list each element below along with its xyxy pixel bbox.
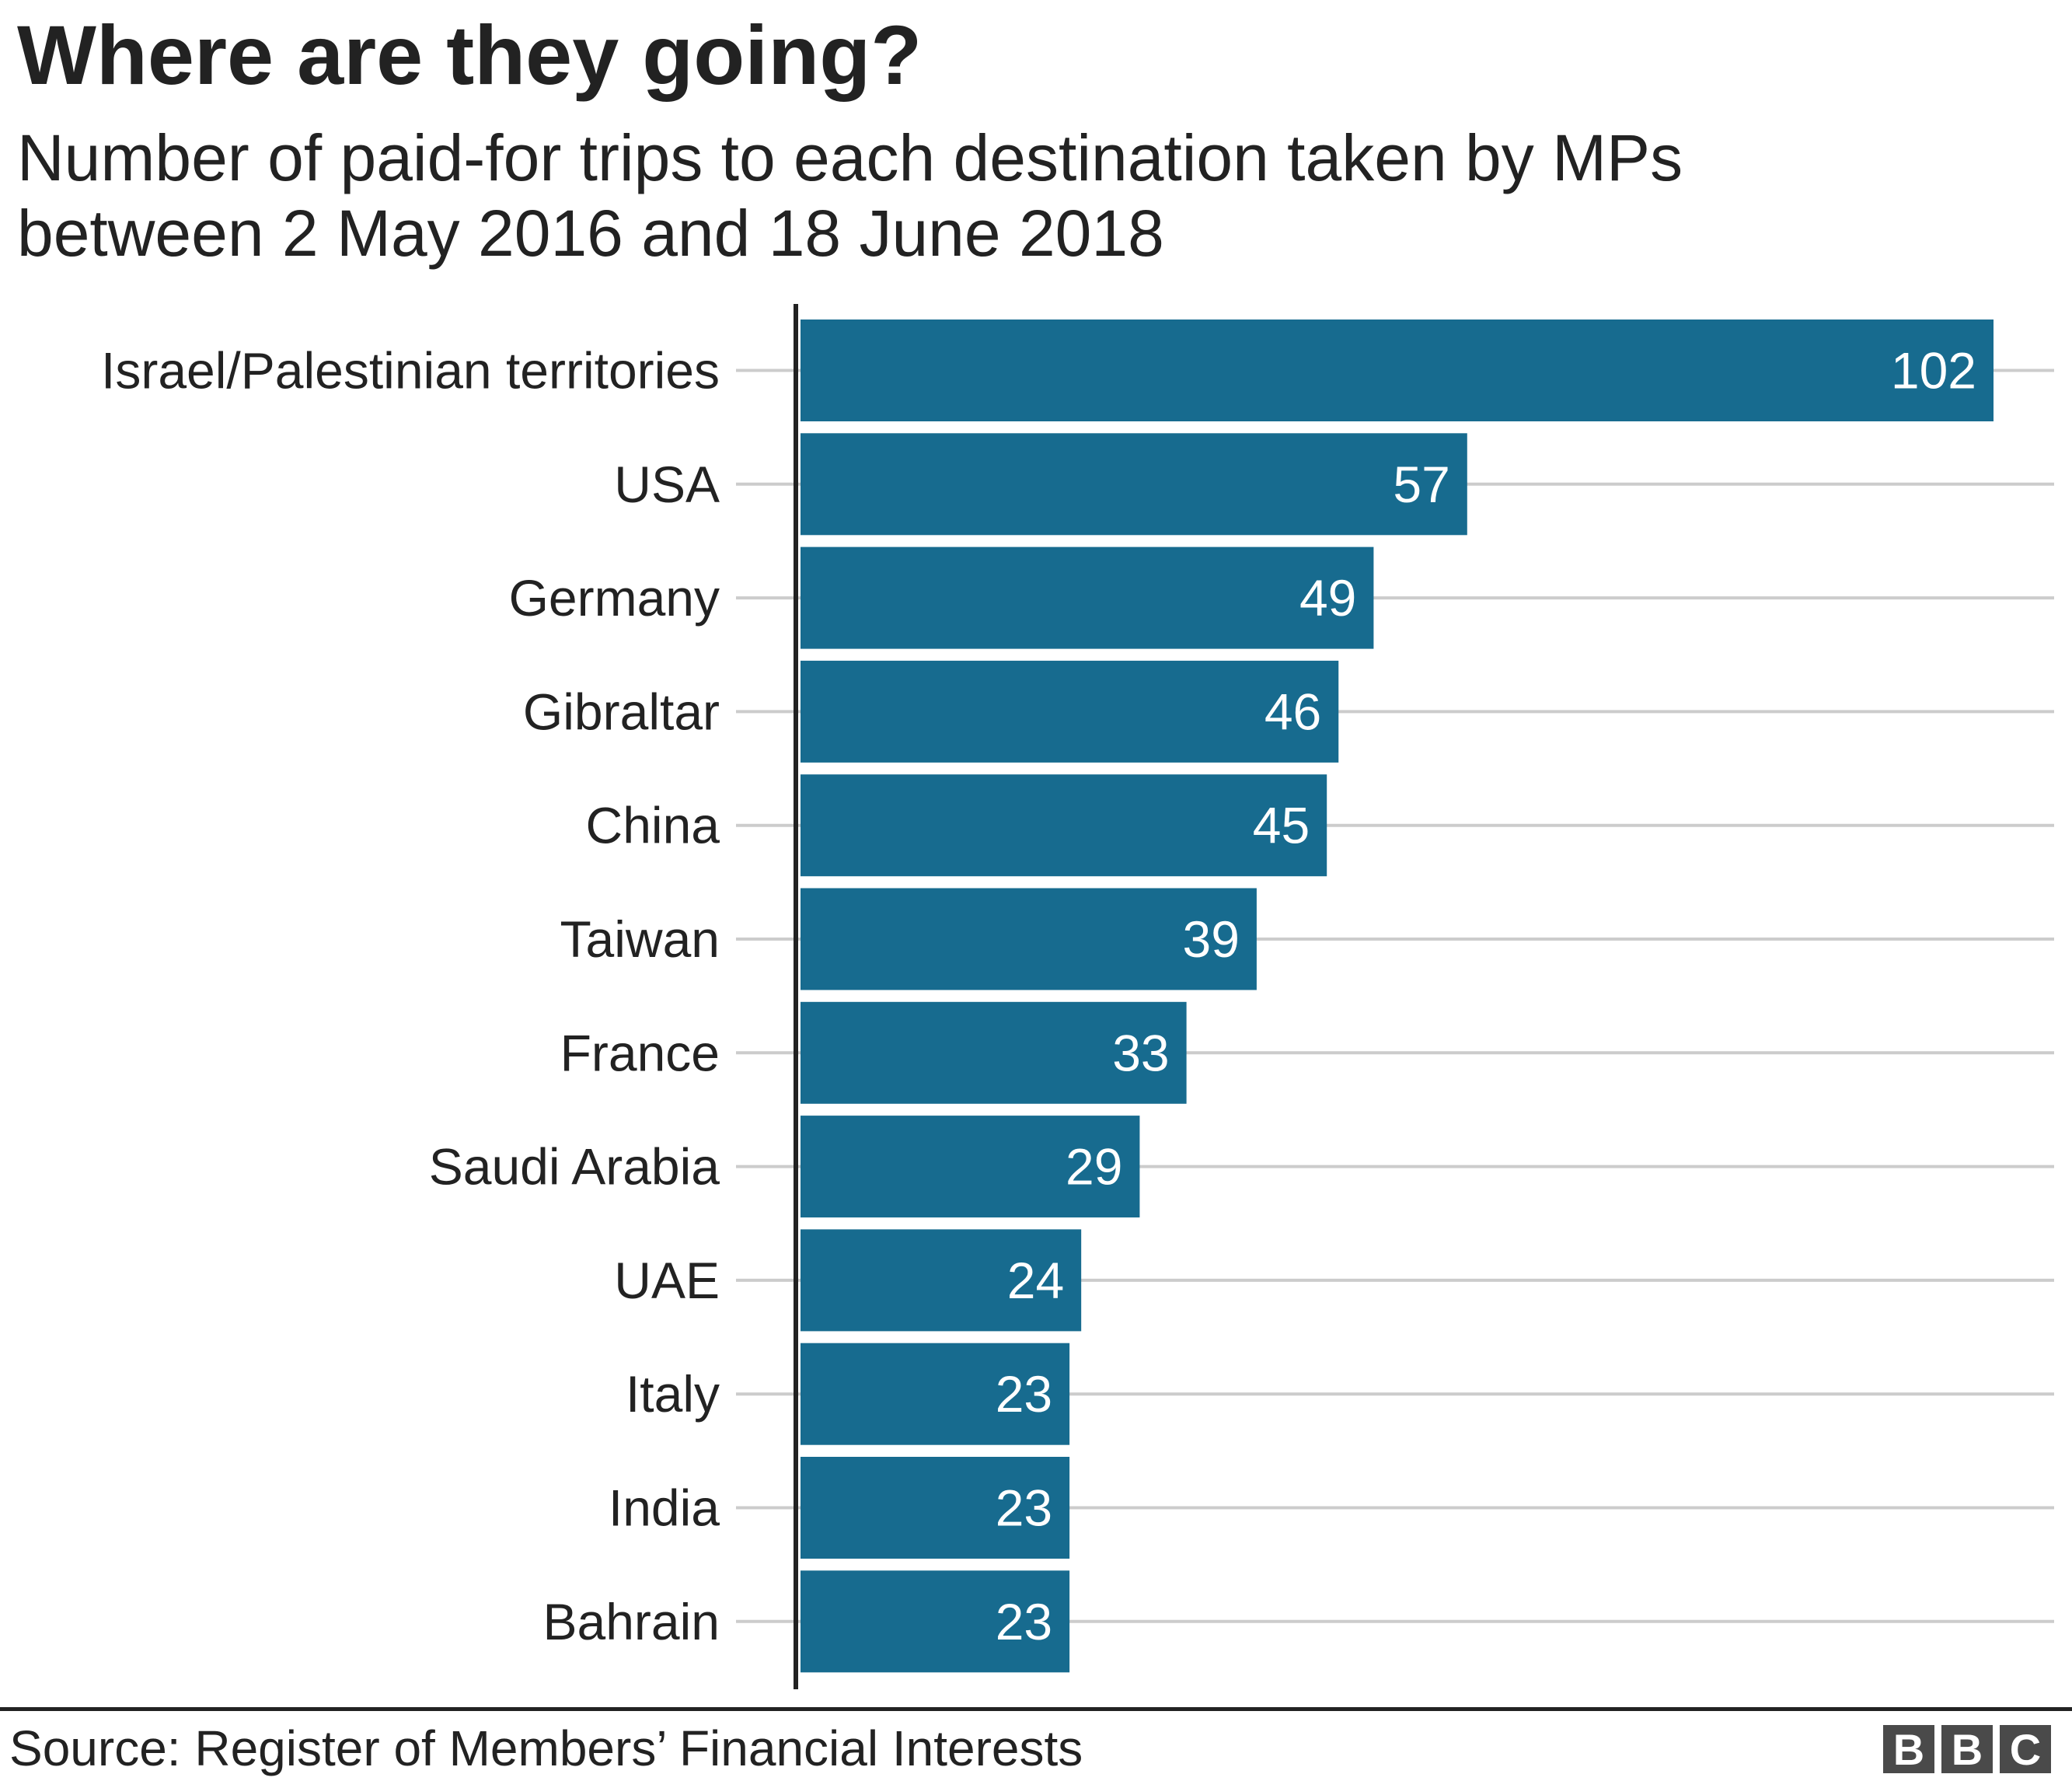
bar (801, 1343, 1070, 1445)
subtitle-line-2: between 2 May 2016 and 18 June 2018 (17, 197, 1164, 270)
data-label: 45 (1253, 797, 1310, 854)
bar (801, 660, 1339, 763)
data-label: 57 (1393, 456, 1449, 513)
data-label: 102 (1891, 342, 1976, 400)
data-label: 29 (1066, 1138, 1122, 1196)
category-label: Gibraltar (523, 683, 720, 740)
footer-divider (0, 1707, 2072, 1711)
category-label: Saudi Arabia (429, 1138, 720, 1196)
bar (801, 1001, 1187, 1104)
chart-title: Where are they going? (17, 8, 923, 102)
source-note: Source: Register of Members’ Financial I… (9, 1720, 1083, 1776)
category-label: UAE (614, 1252, 720, 1309)
data-label: 46 (1264, 683, 1321, 740)
bar (801, 1116, 1140, 1218)
category-label: France (560, 1024, 720, 1081)
category-label: China (586, 797, 720, 854)
bar (801, 1229, 1082, 1332)
subtitle-line-1: Number of paid-for trips to each destina… (17, 121, 1683, 194)
bbc-logo-letter: B (1941, 1725, 1993, 1774)
bar (801, 1457, 1070, 1559)
category-label: Bahrain (543, 1593, 720, 1650)
category-label: USA (614, 456, 720, 513)
bar (801, 320, 1994, 421)
category-label: Italy (626, 1365, 720, 1423)
bar (801, 1570, 1070, 1673)
bbc-logo-letter: C (2000, 1725, 2051, 1774)
category-label: Germany (509, 569, 720, 627)
bar-chart: Israel/Palestinian territories 102 USA 57 Ge… (101, 304, 2054, 1689)
bar (801, 433, 1467, 536)
data-label: 23 (996, 1365, 1052, 1423)
data-label: 23 (996, 1479, 1052, 1537)
bar (801, 547, 1374, 649)
data-label: 23 (996, 1593, 1052, 1650)
category-label: India (609, 1479, 720, 1537)
bar (801, 888, 1257, 990)
category-label: Taiwan (560, 910, 720, 968)
data-label: 24 (1007, 1252, 1064, 1309)
bbc-logo: B B C (1883, 1725, 2051, 1774)
bar (801, 774, 1327, 877)
chart-subtitle: Number of paid-for trips to each destina… (17, 120, 2038, 271)
data-label: 33 (1112, 1024, 1169, 1081)
bbc-logo-letter: B (1883, 1725, 1934, 1774)
category-label: Israel/Palestinian territories (101, 342, 720, 400)
data-label: 49 (1299, 569, 1356, 627)
data-label: 39 (1182, 910, 1239, 968)
